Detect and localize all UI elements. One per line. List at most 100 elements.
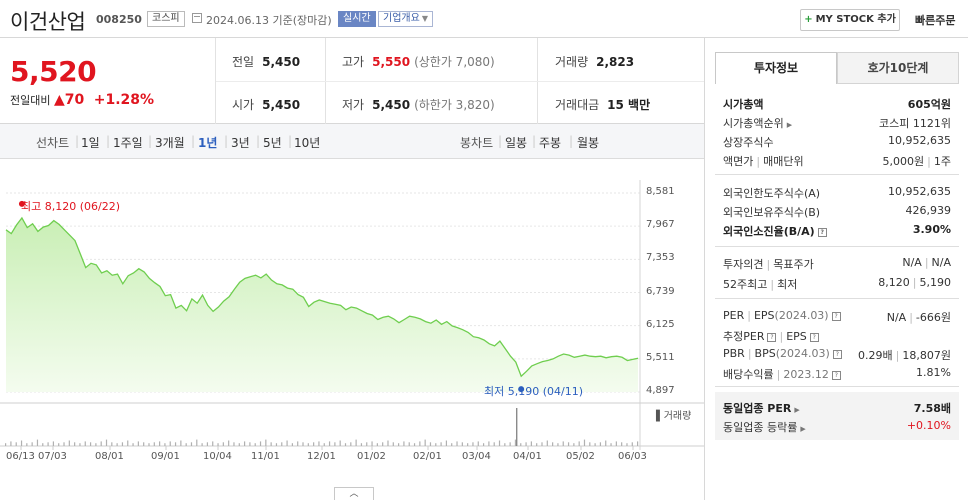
tab-order-book[interactable]: 호가10단계 — [837, 52, 959, 84]
industry-per-row[interactable]: 동일업종 PER ▶ 7.58배 — [723, 398, 951, 416]
x-tick-label: 04/01 — [513, 451, 542, 462]
volume-bar — [323, 443, 325, 446]
industry-per-label: 동일업종 PER — [723, 402, 792, 415]
industry-rate-row[interactable]: 동일업종 등락률 ▶ +0.10% — [723, 417, 951, 435]
volume-bar — [31, 442, 33, 446]
foreign-ratio-label: 외국인소진율(B/A) — [723, 225, 815, 238]
chart-period-tabs: 선차트 | 1일 | 1주일 | 3개월 | 1년 | 3년 | 5년 | 10… — [0, 124, 704, 159]
price-area — [6, 217, 638, 392]
help-icon[interactable]: ? — [832, 350, 842, 359]
chevron-down-icon: ▼ — [421, 14, 428, 23]
current-price: 5,520 — [10, 55, 97, 88]
industry-rate-value: +0.10% — [906, 419, 951, 432]
candle-monthly[interactable]: 월봉 — [577, 136, 600, 150]
volume-bar — [169, 441, 171, 446]
volume-bar — [552, 442, 554, 446]
y-tick-label: 6,125 — [646, 318, 675, 330]
period-10y[interactable]: 10년 — [294, 136, 321, 150]
candle-weekly[interactable]: 주봉 — [539, 136, 562, 150]
company-overview-button[interactable]: 기업개요 ▼ — [378, 11, 433, 27]
volume-bar — [111, 442, 113, 446]
line-chart-label: 선차트 — [36, 136, 70, 150]
volume-bar — [360, 443, 363, 446]
help-icon[interactable]: ? — [767, 333, 777, 342]
face-value: 5,000원 — [882, 155, 925, 168]
help-icon[interactable]: ? — [817, 228, 827, 237]
quick-order-link[interactable]: 빠른주문 — [915, 14, 956, 27]
y-tick-label: 5,511 — [646, 351, 675, 363]
volume-bar — [74, 442, 76, 446]
volume-bar — [10, 441, 12, 446]
divider — [215, 38, 216, 124]
high-marker — [18, 200, 25, 207]
collapse-chart-button[interactable]: ︿ — [334, 487, 374, 500]
shares-value: 10,952,635 — [888, 134, 951, 147]
x-tick-label: 08/01 — [95, 451, 124, 462]
volume-bar — [47, 442, 49, 446]
per-row: PER | EPS(2024.03)? N/A | -666원 — [723, 309, 951, 324]
period-3m[interactable]: 3개월 — [155, 136, 185, 150]
volume-bar — [206, 442, 209, 446]
volume-bar — [546, 440, 548, 446]
cap-rank-row[interactable]: 시가총액순위 ▶ 코스피 1121위 — [723, 113, 951, 131]
add-mystock-label: MY STOCK 추가 — [815, 14, 896, 25]
period-5y[interactable]: 5년 — [263, 136, 282, 150]
pbr-row: PBR | BPS(2024.03)? 0.29배 | 18,807원 — [723, 347, 951, 362]
volume-bar — [5, 443, 7, 446]
volume-bar — [318, 441, 320, 446]
separator: | — [256, 134, 261, 148]
x-tick-label: 06/03 — [618, 451, 647, 462]
triangle-right-icon: ▶ — [800, 425, 806, 433]
foreign-ratio-value: 3.90% — [912, 223, 951, 236]
volume-label: 거래량 — [555, 55, 589, 69]
volume-bar — [440, 442, 442, 446]
separator: | — [75, 134, 80, 148]
pbr-value: 0.29배 — [858, 349, 893, 362]
volume-bar — [222, 442, 224, 446]
volume-bar — [116, 443, 118, 446]
volume-bar — [233, 442, 235, 446]
volume-bar — [498, 440, 501, 446]
volume-bar — [159, 441, 161, 446]
help-icon[interactable]: ? — [831, 371, 841, 380]
open-value: 5,450 — [262, 98, 301, 112]
candle-daily[interactable]: 일봉 — [505, 136, 528, 150]
volume-legend: ▌거래량 — [656, 411, 692, 422]
target-label: 목표주가 — [773, 258, 814, 271]
volume-bar — [291, 443, 293, 446]
tab-investment-info[interactable]: 투자정보 — [715, 52, 837, 84]
unit-value: 1주 — [933, 155, 951, 168]
period-1w[interactable]: 1주일 — [113, 136, 143, 150]
low-marker — [518, 386, 525, 393]
divider — [216, 81, 704, 82]
amount-value: 15 백만 — [607, 98, 651, 112]
cap-rank-label: 시가총액순위 — [723, 117, 784, 130]
open-label: 시가 — [232, 98, 255, 112]
volume-bar — [456, 441, 458, 446]
help-icon[interactable]: ? — [831, 312, 841, 321]
volume-bar — [254, 443, 256, 446]
volume-bar — [557, 443, 559, 446]
foreign-hold-label: 외국인보유주식수(B) — [723, 206, 821, 219]
realtime-badge[interactable]: 실시간 — [338, 11, 376, 27]
low-annotation: 최저 5,190 (04/11) — [484, 385, 584, 398]
add-mystock-button[interactable]: + MY STOCK 추가 — [800, 9, 900, 31]
volume-bar — [68, 440, 70, 446]
period-3y[interactable]: 3년 — [231, 136, 250, 150]
volume-bar — [583, 439, 586, 446]
period-1y[interactable]: 1년 — [198, 136, 218, 150]
volume-bar — [567, 442, 570, 446]
cap-rank-value: 코스피 1121위 — [879, 117, 951, 130]
foreign-hold-row: 외국인보유주식수(B) 426,939 — [723, 202, 951, 220]
volume-bar — [472, 442, 474, 446]
period-1d[interactable]: 1일 — [81, 136, 100, 150]
triangle-right-icon: ▶ — [794, 406, 800, 414]
amount-label: 거래대금 — [555, 98, 600, 112]
volume-bar — [573, 443, 575, 446]
volume-bar — [382, 442, 384, 446]
volume-bar — [525, 442, 527, 446]
help-icon[interactable]: ? — [809, 333, 819, 342]
industry-per-value: 7.58배 — [913, 402, 951, 415]
volume-bar — [631, 442, 633, 446]
volume-bar — [89, 442, 92, 446]
